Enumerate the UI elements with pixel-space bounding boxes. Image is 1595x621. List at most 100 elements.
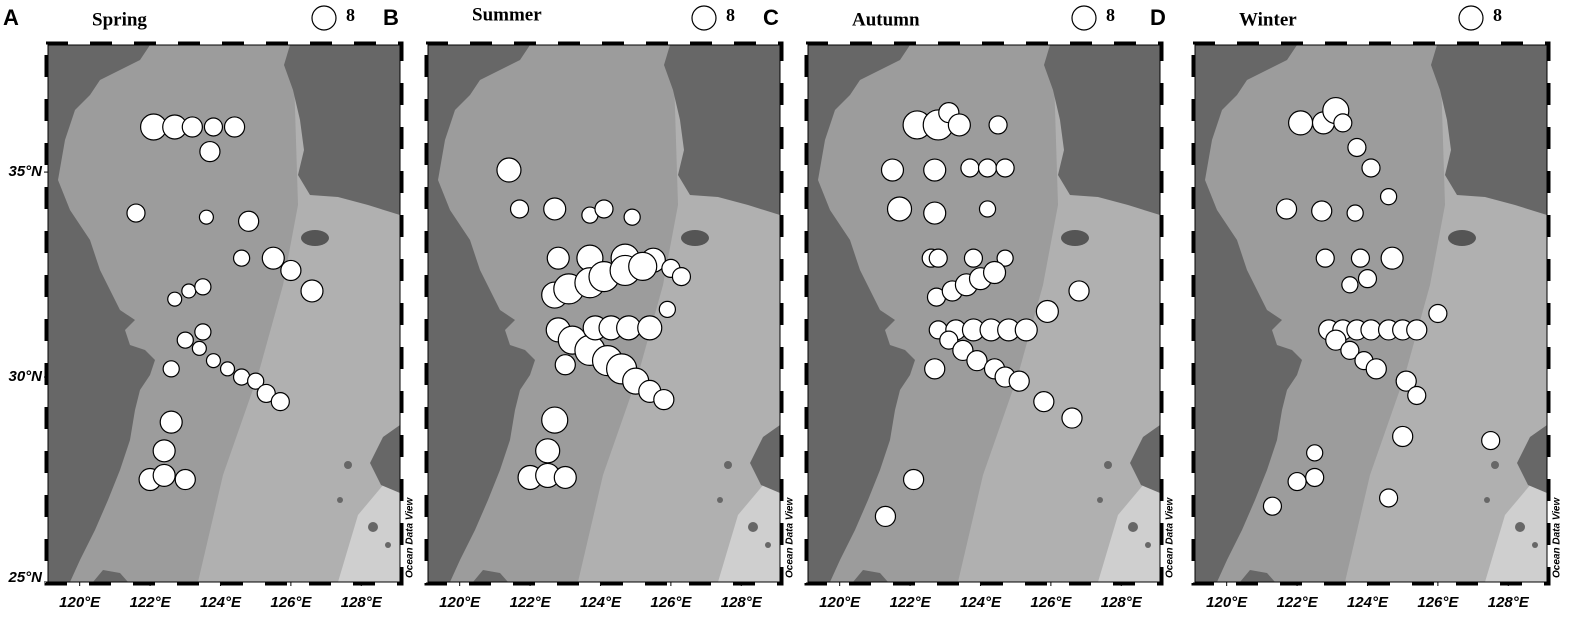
x-tick-label: 128°E [1488,594,1530,611]
sample-bubble [203,117,224,137]
land [808,45,915,582]
sample-bubble [159,410,183,434]
legend-label: 8 [1493,5,1502,25]
x-tick-label: 120°E [59,594,101,611]
shelf [1485,465,1547,582]
sample-bubble [535,438,561,464]
island [344,461,352,469]
x-tick-label: 122°E [890,594,932,611]
frame-dashes [1191,41,1551,586]
land [664,45,780,215]
panel-letter: D [1150,5,1166,30]
sample-bubble [219,361,236,377]
map-panel: 120°E 122°E 124°E 126°E 128°E 25°N 30°N 35°N A Sp… [3,5,416,611]
watermark: Ocean Data View [785,497,796,578]
sample-bubble [978,200,997,218]
sample-bubble [947,113,971,137]
sample-bubble [191,340,207,356]
island [748,522,758,532]
sample-bubble [541,406,569,434]
island [368,522,378,532]
sample-bubble [653,388,675,411]
land [750,425,780,493]
sample-bubble [1014,318,1038,342]
island [717,497,723,503]
island [301,230,329,246]
x-tick-label: 124°E [1347,594,1389,611]
sample-bubble [509,199,530,219]
x-tick-label: 122°E [130,594,172,611]
x-tick-label: 128°E [341,594,383,611]
y-tick-label: 25°N [7,569,43,586]
sample-bubble [543,197,567,221]
sample-bubble [152,463,176,488]
sample-bubble [181,116,203,138]
sample-bubble [1306,444,1324,462]
x-tick-label: 126°E [1417,594,1459,611]
sample-bubble [247,372,265,390]
sample-bubble [1340,340,1360,360]
sample-bubble [996,249,1014,267]
sample-bubble [1341,276,1359,294]
land [284,45,400,215]
panel-title: Spring [92,9,147,30]
land [370,425,400,493]
panel-letter: A [3,5,19,30]
sample-bubble [988,115,1008,135]
sample-bubble [1275,198,1298,220]
land [853,570,888,582]
x-tick-label: 124°E [200,594,242,611]
x-tick-label: 126°E [650,594,692,611]
sample-bubble [982,260,1007,285]
sample-bubble [923,158,947,182]
land [1130,425,1160,493]
legend-bubble [311,5,337,31]
land [48,45,155,582]
sample-bubble [886,196,913,222]
x-tick-label: 120°E [1206,594,1248,611]
sample-bubble [232,249,251,267]
frame [1194,44,1548,583]
island [1128,522,1138,532]
watermark: Ocean Data View [1552,497,1563,578]
sample-bubble [270,392,290,412]
sample-bubble [1347,137,1367,158]
sample-bubble [300,279,324,303]
sample-bubble [126,203,146,223]
sample-bubble [1008,370,1030,392]
island [681,230,709,246]
basemap [428,45,780,582]
sample-bubble [1325,329,1347,351]
sample-bubble [1305,467,1325,488]
sample-bubble [874,505,897,528]
sample-bubble [1361,158,1381,178]
sample-bubble [546,246,570,270]
sample-bubble [924,358,946,380]
x-tick-label: 124°E [960,594,1002,611]
sample-bubble [902,468,925,491]
island [337,497,343,503]
sample-bubble [1287,110,1314,136]
x-tick-label: 120°E [819,594,861,611]
panel-title: Winter [1239,9,1297,30]
frame [427,44,781,583]
island [1104,461,1112,469]
legend-bubble [1458,5,1484,31]
watermark: Ocean Data View [1165,497,1176,578]
panel-title: Summer [472,4,542,25]
sample-bubble [238,210,260,232]
sample-bubble [496,157,522,183]
sample-bubble [1395,370,1417,392]
sample-bubble [977,158,998,178]
sample-bubble [995,158,1015,178]
sample-bubble [1357,269,1378,289]
shelf [338,465,400,582]
sample-bubble [616,315,642,341]
land [93,570,128,582]
island [1448,230,1476,246]
island [1491,461,1499,469]
sample-bubble [966,350,988,372]
sample-bubble [960,158,980,178]
frame-dashes [44,41,404,586]
